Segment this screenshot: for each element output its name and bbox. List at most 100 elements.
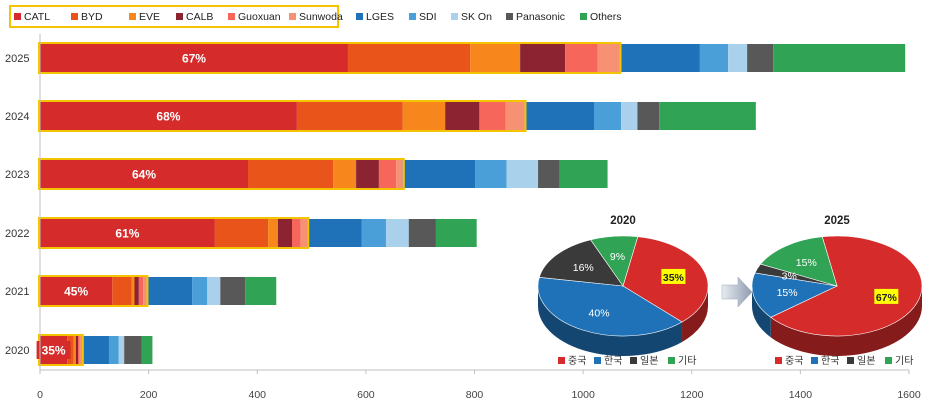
bar-2022-eve bbox=[268, 219, 278, 247]
x-tick-label-1400: 1400 bbox=[789, 389, 813, 401]
bar-2020-sdi bbox=[108, 336, 119, 364]
transition-arrow-icon bbox=[721, 276, 753, 308]
bar-2023-panasonic bbox=[538, 160, 560, 188]
bar-2024-panasonic bbox=[637, 102, 660, 130]
bar-2022-catl bbox=[40, 219, 215, 247]
bar-2020-guoxuan bbox=[78, 336, 80, 364]
data-label-2022: 61% bbox=[115, 227, 139, 241]
china-group-outline-2021 bbox=[38, 275, 149, 307]
pie-legend-swatch-2025-1 bbox=[811, 357, 818, 364]
bar-2025-others bbox=[773, 44, 906, 72]
bar-2023-sk-on bbox=[506, 160, 539, 188]
pie-value-label-2020-0: 35% bbox=[663, 272, 685, 284]
legend-label-others: Others bbox=[590, 11, 622, 23]
bar-2021-sdi bbox=[192, 277, 208, 305]
bar-2025-sdi bbox=[699, 44, 729, 72]
bar-2022-guoxuan bbox=[292, 219, 301, 247]
bar-2022-others bbox=[435, 219, 477, 247]
bar-2023-calb bbox=[356, 160, 379, 188]
legend-swatch-lges bbox=[356, 13, 363, 20]
pie-side-2020-1-0 bbox=[538, 286, 683, 356]
legend-label-catl: CATL bbox=[24, 11, 50, 23]
pie-highlight-bg-2025 bbox=[874, 288, 899, 304]
bar-2023-catl bbox=[40, 160, 249, 188]
pie-chart-2020: 35% 40% 16% 9% 2020 중국 한국 일본 기타 bbox=[537, 215, 709, 367]
legend-swatch-byd bbox=[71, 13, 78, 20]
pie-value-label-2025-2: 3% bbox=[782, 270, 797, 282]
bar-2025-lges bbox=[619, 44, 700, 72]
legend-label-guoxuan: Guoxuan bbox=[238, 11, 281, 23]
bar-2021-calb bbox=[134, 277, 139, 305]
bar-2025-guoxuan bbox=[565, 44, 598, 72]
category-label-2025: 2025 bbox=[5, 53, 29, 65]
pie-highlight-bg-2020 bbox=[661, 268, 686, 284]
legend-label-byd: BYD bbox=[81, 11, 103, 23]
x-tick-label-1200: 1200 bbox=[680, 389, 704, 401]
category-label-2021: 2021 bbox=[5, 286, 29, 298]
pie-legend-label-2020-2: 일본 bbox=[640, 355, 658, 367]
bar-2025-calb bbox=[520, 44, 566, 72]
category-label-2023: 2023 bbox=[5, 169, 29, 181]
bar-2023-lges bbox=[402, 160, 476, 188]
pie-slice-2020-2 bbox=[538, 239, 624, 287]
pie-legend-swatch-2020-0 bbox=[558, 357, 565, 364]
bar-2025-panasonic bbox=[747, 44, 774, 72]
legend-label-calb: CALB bbox=[186, 11, 213, 23]
bar-2024-calb bbox=[445, 102, 480, 130]
china-group-outline-2022 bbox=[38, 217, 310, 249]
x-tick-label-1600: 1600 bbox=[897, 389, 921, 401]
pie-legend-label-2025-0: 중국 bbox=[785, 355, 803, 367]
bar-2021-sk-on bbox=[207, 277, 221, 305]
bar-2020-lges bbox=[81, 336, 109, 364]
pie-legend-label-2020-0: 중국 bbox=[568, 355, 586, 367]
china-group-outline-2025 bbox=[38, 42, 622, 74]
pie-value-label-2025-1: 15% bbox=[777, 287, 798, 299]
legend-swatch-catl bbox=[14, 13, 21, 20]
bar-2021-eve bbox=[131, 277, 135, 305]
category-label-2022: 2022 bbox=[5, 228, 29, 240]
pie-legend-label-2025-2: 일본 bbox=[857, 355, 875, 367]
bar-2024-eve bbox=[402, 102, 446, 130]
legend-swatch-calb bbox=[176, 13, 183, 20]
bar-2024-catl bbox=[40, 102, 297, 130]
bar-2025-byd bbox=[347, 44, 471, 72]
bar-2022-calb bbox=[277, 219, 293, 247]
bar-2024-sk-on bbox=[621, 102, 638, 130]
legend-label-sk-on: SK On bbox=[461, 11, 492, 23]
bar-2022-lges bbox=[307, 219, 362, 247]
legend-swatch-eve bbox=[129, 13, 136, 20]
pie-side-2020-0-0 bbox=[682, 286, 708, 342]
bar-2022-byd bbox=[214, 219, 269, 247]
x-tick-label-600: 600 bbox=[357, 389, 375, 401]
bar-2024-sdi bbox=[593, 102, 622, 130]
bar-2023-byd bbox=[248, 160, 334, 188]
bar-2022-sunwoda bbox=[300, 219, 308, 247]
bar-2022-sdi bbox=[361, 219, 386, 247]
data-label-2020: 35% bbox=[42, 344, 66, 358]
bar-2022-panasonic bbox=[408, 219, 436, 247]
legend-label-sdi: SDI bbox=[419, 11, 437, 23]
bar-2025-catl bbox=[40, 44, 348, 72]
bar-2025-eve bbox=[470, 44, 521, 72]
legend-swatch-sdi bbox=[409, 13, 416, 20]
x-axis: 0 200 400 600 800 1000 1200 1400 1600 bbox=[37, 34, 921, 401]
pie-legend-swatch-2025-2 bbox=[847, 357, 854, 364]
bar-2024-byd bbox=[296, 102, 403, 130]
legend-swatch-others bbox=[580, 13, 587, 20]
bar-2021-lges bbox=[146, 277, 193, 305]
pie-title-2020: 2020 bbox=[610, 215, 636, 227]
legend-label-sunwoda: Sunwoda bbox=[299, 11, 343, 23]
pie-legend-label-2025-1: 한국 bbox=[821, 355, 839, 367]
pie-legend-swatch-2020-3 bbox=[668, 357, 675, 364]
pie-legend-swatch-2020-2 bbox=[630, 357, 637, 364]
bar-2020-sunwoda bbox=[79, 336, 82, 364]
x-tick-label-0: 0 bbox=[37, 389, 43, 401]
category-label-2024: 2024 bbox=[5, 111, 29, 123]
bar-2021-guoxuan bbox=[138, 277, 144, 305]
pie-slice-2020-1 bbox=[537, 276, 683, 337]
pie-legend-swatch-2020-1 bbox=[594, 357, 601, 364]
bar-2023-sunwoda bbox=[396, 160, 403, 188]
pie-side-2025-0-0 bbox=[770, 286, 922, 356]
